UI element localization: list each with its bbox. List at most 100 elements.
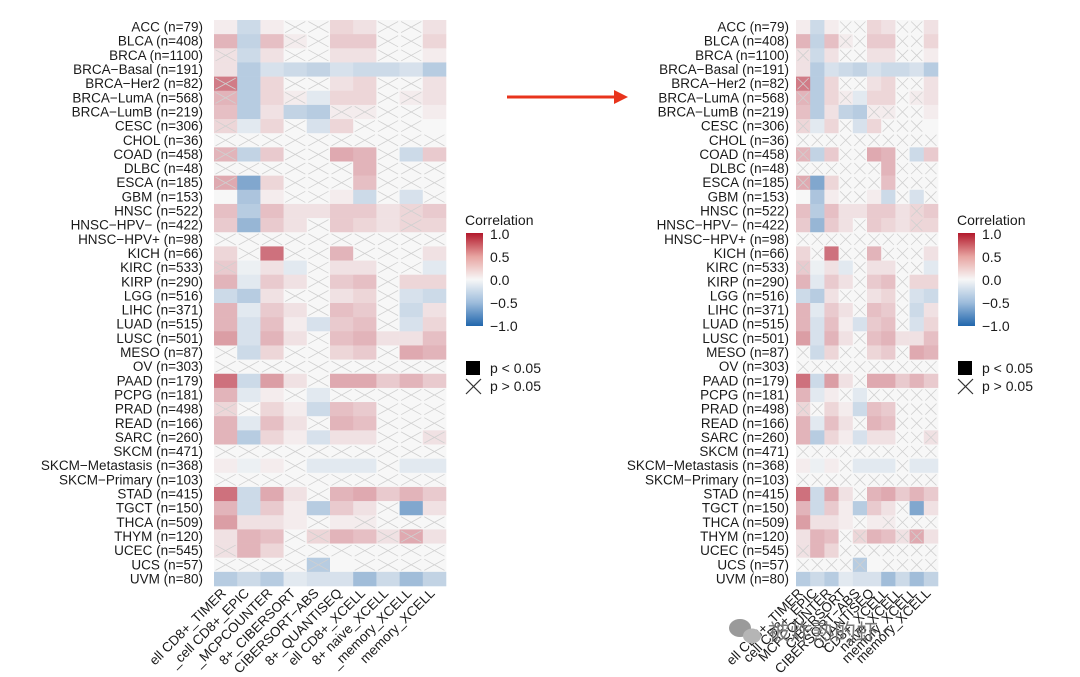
heatmap-cell (422, 571, 447, 587)
nonsig-cross-mark (797, 148, 809, 161)
heatmap-cell (909, 288, 925, 304)
nonsig-cross-mark (854, 360, 866, 373)
nonsig-cross-mark (238, 473, 260, 486)
nonsig-cross-mark (839, 445, 852, 458)
heatmap-cell (852, 62, 868, 77)
nonsig-cross-mark (925, 403, 937, 415)
nonsig-cross-mark (331, 176, 352, 189)
heatmap-cell (214, 20, 238, 35)
nonsig-cross-mark (896, 120, 909, 132)
heatmap-cell (867, 557, 882, 573)
heatmap-cell (867, 288, 882, 304)
nonsig-cross-mark (839, 176, 852, 189)
heatmap-cell (824, 402, 839, 417)
heatmap-cell (376, 331, 400, 346)
heatmap-cell (796, 331, 811, 346)
nonsig-cross-mark (868, 176, 880, 189)
nonsig-cross-mark (896, 290, 909, 302)
nonsig-cross-mark (854, 21, 866, 33)
heatmap-cell (330, 119, 354, 134)
nonsig-cross-mark (896, 261, 909, 274)
legend-sig-label: p < 0.05 (982, 360, 1033, 376)
heatmap-cell (214, 246, 238, 261)
nonsig-cross-mark (854, 374, 866, 387)
nonsig-cross-mark (910, 403, 923, 415)
row-label: BRCA−LumA (n=568) (658, 90, 789, 105)
heatmap-cell (260, 246, 284, 261)
nonsig-cross-mark (896, 162, 909, 175)
heatmap-cell (283, 571, 308, 587)
heatmap-cell (353, 203, 377, 219)
row-label: SARC (n=260) (701, 430, 789, 445)
nonsig-cross-mark (377, 176, 399, 189)
heatmap-cell (824, 303, 839, 318)
nonsig-cross-mark (896, 389, 909, 401)
heatmap-cell (867, 331, 882, 346)
nonsig-cross-mark (284, 162, 306, 175)
nonsig-cross-mark (215, 49, 236, 62)
legend-tick: 0.5 (982, 249, 1002, 265)
heatmap-cell (353, 416, 377, 431)
heatmap-cell (237, 147, 261, 162)
legend-tick: 0.5 (490, 249, 510, 265)
wechat-icon (729, 619, 761, 644)
row-label: KIRP (n=290) (121, 274, 203, 289)
heatmap-cell (895, 218, 910, 233)
legend-tick: 1.0 (490, 226, 510, 242)
nonsig-cross-mark (400, 247, 422, 260)
nonsig-cross-mark (910, 389, 923, 401)
nonsig-cross-mark (896, 417, 909, 430)
heatmap-cell (796, 288, 811, 304)
heatmap-cell (923, 317, 939, 332)
nonsig-cross-mark (910, 162, 923, 175)
nonsig-cross-mark (854, 558, 866, 571)
nonsig-cross-mark (811, 445, 824, 458)
heatmap-cell (796, 373, 811, 389)
heatmap-cell (283, 402, 308, 417)
heatmap-cell (399, 501, 424, 516)
legend-tick: 0.0 (982, 272, 1002, 288)
heatmap-cell (923, 274, 939, 290)
heatmap-cell (353, 48, 377, 63)
nonsig-cross-mark (925, 233, 937, 246)
nonsig-cross-mark (215, 360, 236, 373)
nonsig-cross-mark (854, 134, 866, 147)
nonsig-cross-mark (839, 134, 852, 147)
heatmap-cell (838, 515, 854, 530)
heatmap-cell (881, 48, 896, 63)
heatmap-cell (824, 203, 839, 219)
nonsig-cross-mark (896, 530, 909, 543)
heatmap-cell (283, 486, 308, 502)
heatmap-cell (330, 571, 354, 587)
nonsig-cross-mark (910, 49, 923, 62)
nonsig-cross-mark (854, 176, 866, 189)
heatmap-cell (923, 373, 939, 389)
nonsig-cross-mark (238, 134, 260, 147)
heatmap-cell (237, 34, 261, 49)
nonsig-cross-mark (910, 516, 923, 529)
nonsig-cross-mark (400, 120, 422, 133)
heatmap-cell (306, 387, 331, 403)
heatmap-cell (923, 119, 939, 134)
nonsig-cross-mark (839, 389, 852, 401)
heatmap-cell (810, 76, 825, 92)
heatmap-cell (330, 203, 354, 219)
heatmap-cell (399, 303, 424, 318)
heatmap-cell (824, 20, 839, 35)
heatmap-cell (330, 430, 354, 445)
heatmap-cell (867, 303, 882, 318)
heatmap-cell (824, 416, 839, 431)
heatmap-cell (330, 557, 354, 573)
nonsig-cross-mark (811, 474, 824, 486)
heatmap-cell (214, 571, 238, 587)
heatmap-cell (353, 486, 377, 502)
row-label: SARC (n=260) (115, 430, 203, 445)
heatmap-cell (881, 175, 896, 191)
heatmap-cell (881, 203, 896, 219)
nonsig-cross-mark (839, 290, 852, 302)
row-label: OV (n=303) (133, 359, 203, 374)
nonsig-cross-mark (377, 389, 399, 401)
nonsig-cross-mark (331, 473, 352, 486)
heatmap-cell (909, 501, 925, 516)
nonsig-cross-mark (400, 360, 422, 373)
